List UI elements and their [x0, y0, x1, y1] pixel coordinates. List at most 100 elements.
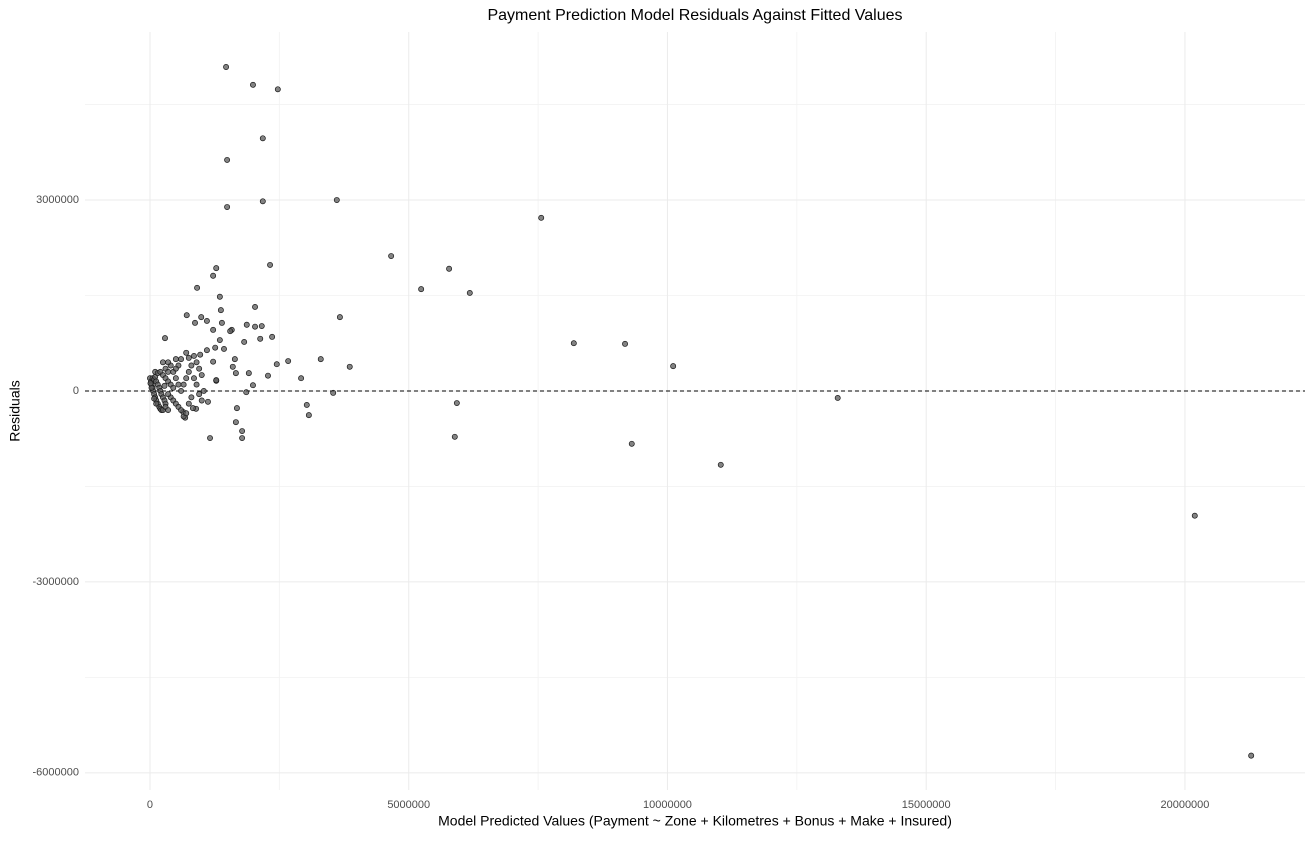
point	[333, 197, 340, 203]
y-tick-label: -6000000	[33, 767, 80, 779]
point	[241, 338, 248, 345]
point	[670, 363, 677, 370]
point	[170, 384, 177, 391]
point	[330, 389, 337, 396]
point	[229, 363, 236, 370]
point	[197, 351, 204, 358]
point	[178, 356, 184, 363]
point	[221, 345, 227, 352]
point	[203, 347, 210, 354]
point	[175, 381, 182, 388]
point	[183, 349, 190, 356]
point	[628, 440, 635, 447]
point	[834, 395, 841, 401]
point	[250, 81, 256, 88]
point	[161, 382, 168, 389]
point	[198, 397, 205, 404]
point	[346, 363, 353, 370]
y-tick-label: -3000000	[33, 576, 80, 588]
point	[185, 368, 192, 375]
point	[231, 356, 238, 363]
point	[285, 358, 292, 364]
point	[162, 335, 168, 342]
point	[451, 433, 458, 440]
point	[259, 198, 266, 205]
y-tick-label: 3000000	[36, 194, 79, 206]
point	[193, 359, 200, 366]
point	[570, 340, 577, 347]
point	[303, 402, 310, 408]
point	[233, 405, 240, 412]
point	[388, 253, 395, 259]
point	[227, 328, 234, 335]
point	[265, 372, 271, 379]
point	[252, 303, 258, 310]
point	[212, 344, 219, 351]
point	[258, 323, 265, 329]
x-tick-label: 15000000	[902, 799, 951, 811]
point	[198, 314, 205, 321]
point	[446, 265, 453, 272]
point	[147, 380, 154, 387]
point	[207, 435, 213, 441]
point	[172, 365, 179, 372]
point	[200, 388, 207, 394]
point	[196, 391, 203, 398]
point	[153, 400, 160, 407]
point	[273, 361, 280, 368]
point	[183, 312, 190, 319]
point	[192, 319, 198, 326]
point	[243, 321, 250, 328]
point	[250, 382, 256, 389]
point	[185, 354, 192, 361]
point	[217, 307, 224, 314]
point	[269, 333, 276, 340]
point	[274, 86, 281, 93]
point	[622, 340, 628, 347]
point	[191, 352, 197, 359]
point	[213, 265, 220, 272]
point	[298, 375, 305, 382]
x-tick-label: 10000000	[643, 799, 692, 811]
point	[453, 400, 460, 406]
x-tick-label: 20000000	[1160, 799, 1209, 811]
point	[224, 156, 231, 163]
point	[210, 272, 217, 279]
point	[336, 314, 343, 321]
point	[243, 389, 250, 396]
point	[218, 319, 225, 326]
point	[194, 284, 201, 291]
point	[203, 317, 210, 324]
point	[183, 375, 190, 382]
point	[198, 372, 205, 378]
chart-title: Payment Prediction Model Residuals Again…	[487, 7, 902, 24]
point	[466, 289, 473, 296]
point	[223, 64, 230, 70]
point	[538, 214, 545, 221]
point	[205, 398, 211, 405]
point	[245, 370, 252, 377]
point	[178, 388, 184, 394]
point	[191, 375, 197, 382]
point	[183, 410, 190, 417]
point	[317, 356, 324, 363]
x-tick-label: 5000000	[387, 799, 430, 811]
point	[165, 391, 172, 398]
x-tick-label: 0	[147, 799, 153, 811]
point	[185, 400, 192, 407]
point	[239, 428, 246, 434]
point	[259, 135, 266, 142]
y-axis-label: Residuals	[7, 380, 23, 441]
point	[239, 435, 246, 441]
point	[178, 407, 184, 413]
point	[188, 362, 195, 369]
point	[172, 375, 179, 382]
point	[165, 359, 172, 366]
x-axis-label: Model Predicted Values (Payment ~ Zone +…	[438, 813, 952, 829]
point	[180, 381, 187, 388]
point	[252, 323, 258, 330]
point	[717, 461, 724, 468]
point	[210, 326, 217, 333]
point	[232, 419, 239, 426]
point	[216, 293, 223, 300]
